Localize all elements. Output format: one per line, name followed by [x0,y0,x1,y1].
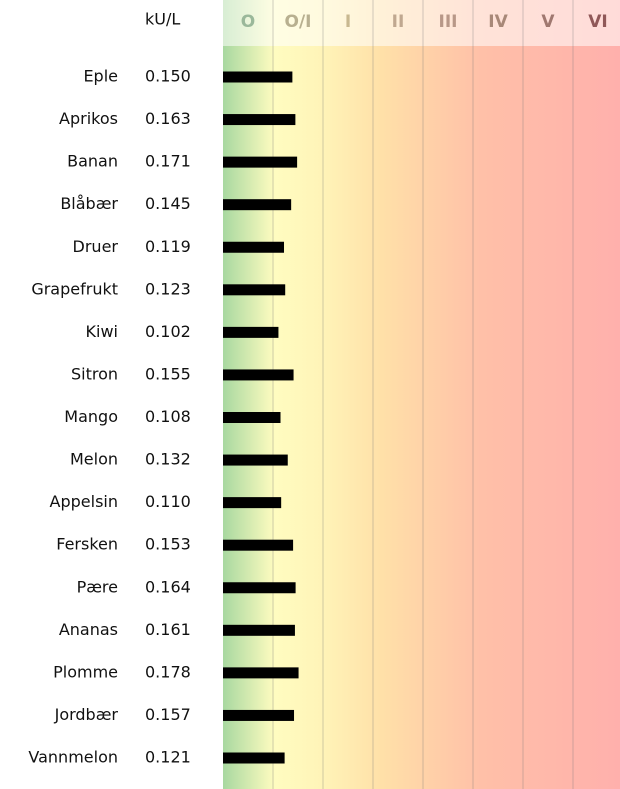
category-label: Mango [64,407,118,426]
value-label: 0.145 [145,194,191,213]
bar [223,199,292,211]
bar [223,114,296,126]
value-label: 0.132 [145,450,191,469]
bar [223,284,286,296]
value-label: 0.178 [145,662,191,681]
class-label: O/I [285,12,312,32]
value-label: 0.121 [145,748,191,767]
bar [223,156,298,168]
category-label: Kiwi [86,322,118,341]
category-label: Eple [83,67,118,86]
value-label: 0.171 [145,152,191,171]
bar [223,667,299,679]
category-label: Melon [70,450,118,469]
bar [223,326,279,338]
value-label: 0.102 [145,322,191,341]
category-label: Grapefrukt [31,279,118,298]
category-label: Druer [73,237,119,256]
category-label: Banan [67,152,118,171]
value-label: 0.108 [145,407,191,426]
class-label: IV [488,12,508,32]
class-label: I [345,12,351,32]
bar [223,369,294,381]
category-label: Fersken [56,535,118,554]
category-label: Blåbær [60,194,118,213]
bar [223,71,293,83]
value-label: 0.150 [145,67,191,86]
category-label: Pære [77,577,118,596]
class-label: O [241,12,255,32]
value-label: 0.161 [145,620,191,639]
class-label: III [439,12,458,32]
category-label: Jordbær [54,705,119,724]
bar [223,709,295,721]
bar [223,241,285,253]
bar [223,454,288,466]
header-band [223,0,620,46]
value-label: 0.163 [145,109,191,128]
category-label: Aprikos [59,109,118,128]
bar [223,624,295,636]
value-label: 0.110 [145,492,191,511]
value-label: 0.119 [145,237,191,256]
bar [223,539,294,551]
bar [223,582,296,594]
bar [223,497,282,509]
category-label: Vannmelon [28,748,118,767]
bar [223,752,285,764]
class-label: II [392,12,405,32]
category-label: Plomme [53,662,118,681]
class-label: VI [588,12,607,32]
class-label: V [541,12,555,32]
value-label: 0.123 [145,279,191,298]
bar [223,412,281,423]
category-label: Appelsin [50,492,118,511]
category-label: Sitron [71,364,118,383]
value-label: 0.164 [145,577,191,596]
value-label: 0.153 [145,535,191,554]
value-label: 0.155 [145,364,191,383]
category-label: Ananas [59,620,118,639]
unit-label: kU/L [145,10,180,29]
class-background [223,0,620,789]
value-label: 0.157 [145,705,191,724]
